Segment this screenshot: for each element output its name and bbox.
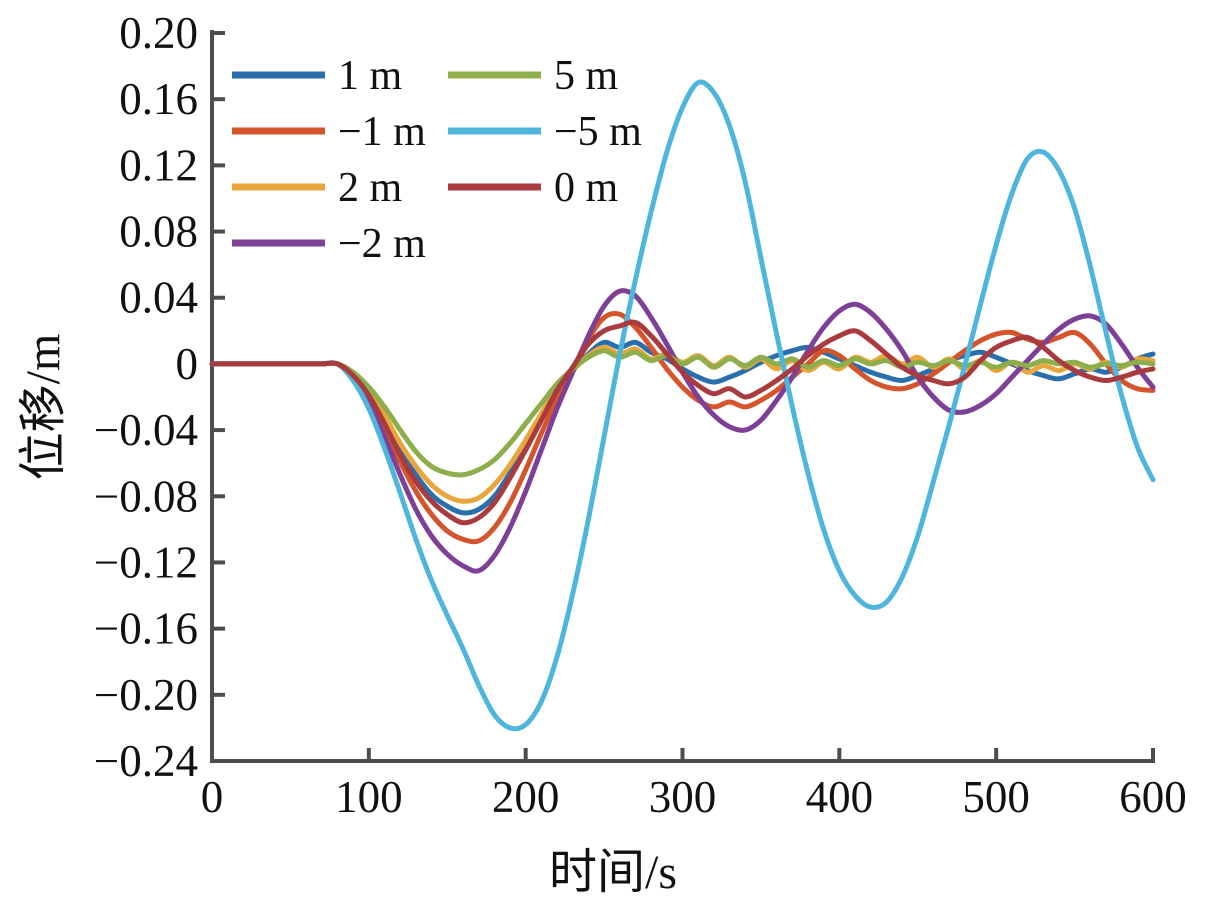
y-tick-label: 0.04 bbox=[119, 273, 198, 323]
series-line-−1 m bbox=[209, 310, 1156, 545]
y-tick-label: 0.20 bbox=[119, 8, 198, 58]
y-tick-label: 0.12 bbox=[119, 140, 198, 190]
y-tick-label: −0.04 bbox=[94, 405, 198, 455]
legend-label-2 m: 2 m bbox=[338, 165, 403, 211]
x-tick-label: 200 bbox=[492, 772, 560, 822]
x-tick-label: 500 bbox=[962, 772, 1030, 822]
x-tick-label: 400 bbox=[806, 772, 874, 822]
y-axis-label: 位移/m bbox=[17, 333, 70, 481]
y-tick-label: −0.08 bbox=[94, 471, 198, 521]
x-tick-label: 0 bbox=[201, 772, 224, 822]
x-axis-label: 时间/s bbox=[548, 846, 678, 899]
series-line-−5 m bbox=[209, 79, 1156, 732]
legend-label-−5 m: −5 m bbox=[554, 109, 642, 155]
x-tick-label: 100 bbox=[335, 772, 403, 822]
y-tick-label: −0.16 bbox=[94, 604, 198, 654]
y-tick-label: 0.16 bbox=[119, 74, 198, 124]
legend-label-5 m: 5 m bbox=[554, 53, 619, 99]
legend-label-1 m: 1 m bbox=[338, 53, 403, 99]
y-tick-label: 0.08 bbox=[119, 207, 198, 257]
y-tick-label: 0 bbox=[176, 339, 199, 389]
y-tick-label: −0.20 bbox=[94, 670, 198, 720]
y-tick-label: −0.12 bbox=[94, 537, 198, 587]
legend-label-−2 m: −2 m bbox=[338, 221, 426, 267]
y-tick-label: −0.24 bbox=[94, 736, 198, 786]
series-line-5 m bbox=[209, 348, 1156, 478]
x-tick-label: 600 bbox=[1119, 772, 1187, 822]
x-tick-label: 300 bbox=[649, 772, 717, 822]
legend-label-−1 m: −1 m bbox=[338, 109, 426, 155]
legend-label-0 m: 0 m bbox=[554, 165, 619, 211]
series-line-0 m bbox=[209, 319, 1156, 526]
